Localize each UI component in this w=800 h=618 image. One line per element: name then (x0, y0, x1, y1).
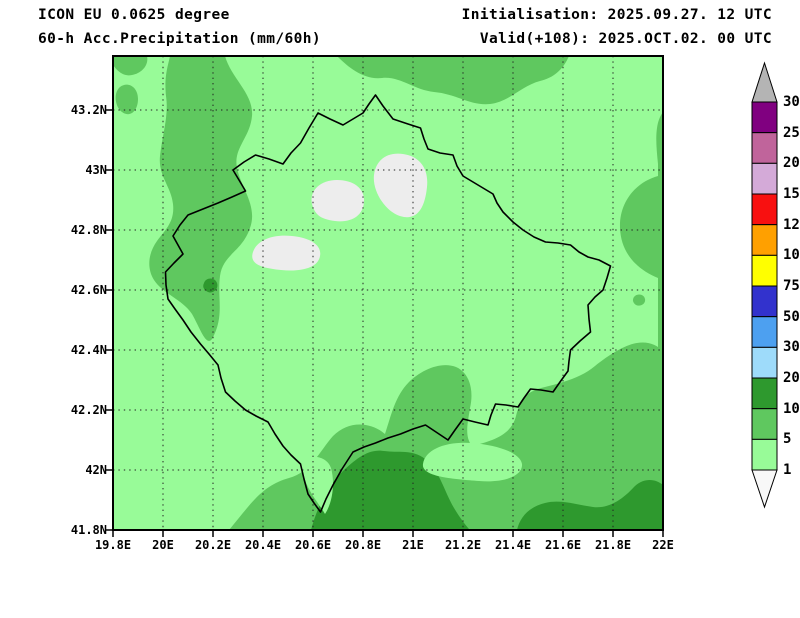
latitude-tick-label: 43.2N (70, 103, 107, 117)
map-frame (112, 55, 664, 531)
graticule-gridlines (113, 56, 663, 530)
longitude-tick-label: 20E (152, 538, 174, 552)
precip-region-left-edge-blob (115, 84, 138, 115)
longitude-tick-label: 19.8E (94, 538, 132, 552)
axis-ticks (106, 109, 664, 537)
precip-region-north-band (337, 56, 569, 105)
precip-region-west-band (149, 56, 253, 341)
colorbar-segment (751, 316, 778, 348)
latitude-tick-label: 42.6N (70, 283, 107, 297)
longitude-tick-label: 20.6E (294, 538, 332, 552)
colorbar-segment (751, 132, 778, 164)
precip-region-dark-south-east (517, 480, 663, 530)
longitude-axis: 19.8E 20E 20.2E 20.4E 20.6E 20.8E 21E 21.2E 21.4… (95, 536, 674, 556)
latitude-tick-label: 42.8N (70, 223, 107, 237)
precip-region-trace-patch-west (311, 180, 365, 222)
colorbar-segment (751, 193, 778, 226)
colorbar-segment (751, 346, 778, 379)
latitude-tick-label: 41.8N (70, 523, 107, 537)
longitude-tick-label: 21.6E (544, 538, 582, 552)
longitude-tick-label: 20.8E (344, 538, 382, 552)
colorbar-segment (751, 162, 778, 195)
precip-region-east-dot (632, 294, 646, 306)
precip-region-dark-west-dot (203, 278, 218, 293)
latitude-axis: 43.2N 43N 42.8N 42.6N 42.4N 42.2N 42N 41.8N (0, 56, 107, 537)
longitude-tick-label: 21E (402, 538, 424, 552)
latitude-tick-label: 42.2N (70, 403, 107, 417)
longitude-tick-label: 21.2E (444, 538, 482, 552)
initialisation-time: Initialisation: 2025.09.27. 12 UTC (461, 7, 772, 23)
colorbar-segment (751, 408, 778, 440)
valid-time: Valid(+108): 2025.OCT.02. 00 UTC (479, 31, 772, 47)
colorbar-segment (751, 438, 778, 471)
colorbar (751, 61, 778, 509)
precip-region-trace-patch-southwest (252, 235, 321, 271)
longitude-tick-label: 21.8E (594, 538, 632, 552)
country-border-outline (164, 94, 612, 513)
colorbar-overflow-bottom (751, 469, 778, 509)
latitude-tick-label: 42N (85, 463, 107, 477)
colorbar-segment (751, 285, 778, 318)
colorbar-segment (751, 224, 778, 256)
precip-region-top-left-corner (113, 56, 148, 76)
latitude-tick-label: 43N (85, 163, 107, 177)
latitude-tick-label: 42.4N (70, 343, 107, 357)
longitude-tick-label: 21.4E (494, 538, 532, 552)
parameter-title: 60-h Acc.Precipitation (mm/60h) (38, 31, 322, 47)
longitude-tick-label: 20.4E (244, 538, 282, 552)
colorbar-segment (751, 377, 778, 410)
longitude-tick-label: 22E (652, 538, 674, 552)
longitude-tick-label: 20.2E (194, 538, 232, 552)
colorbar-segment (751, 254, 778, 287)
precip-region-pale-pocket-south (422, 442, 523, 482)
colorbar-segment (751, 101, 778, 134)
precip-region-east-edge (619, 112, 663, 396)
precip-region-trace-patch-center (373, 153, 428, 218)
model-title: ICON EU 0.0625 degree (38, 7, 230, 23)
colorbar-overflow-top (751, 61, 778, 103)
